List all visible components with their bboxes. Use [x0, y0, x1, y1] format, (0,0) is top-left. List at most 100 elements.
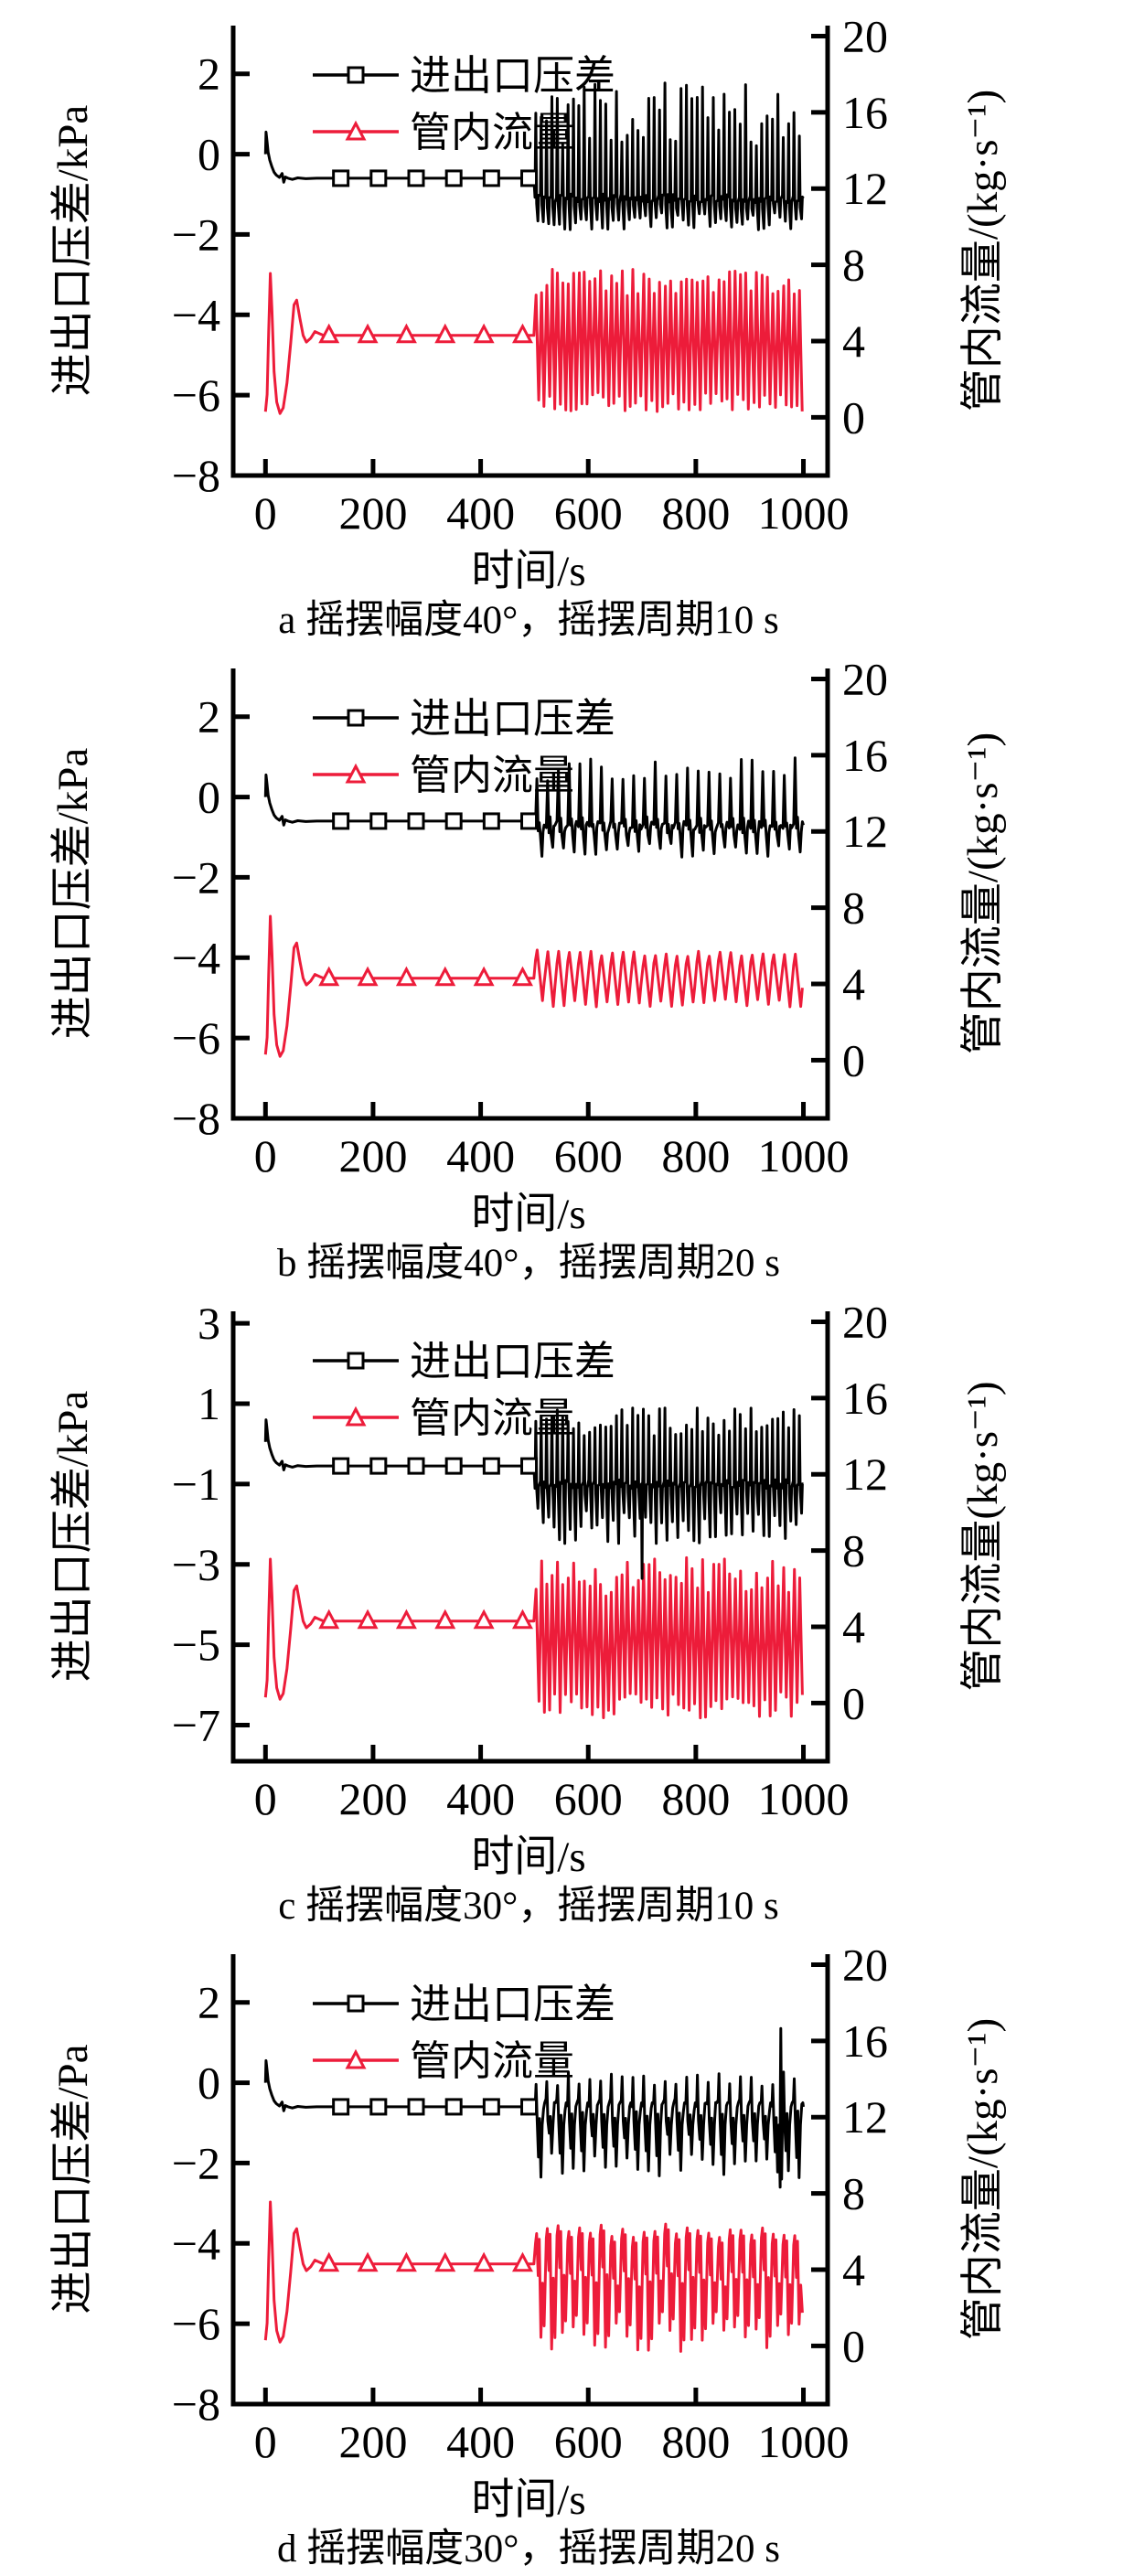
svg-text:1000: 1000 [758, 1130, 850, 1181]
svg-text:4: 4 [842, 1601, 865, 1652]
y-left-axis-label-b: 进出口压差/kPa [49, 748, 97, 1040]
legend-pressure-label-b: 进出口压差 [410, 696, 615, 742]
legend-flow-label-d: 管内流量 [410, 2038, 574, 2084]
svg-text:−8: −8 [172, 2378, 220, 2430]
x-axis-label-c: 时间/s [471, 1833, 585, 1881]
svg-text:12: 12 [842, 163, 888, 214]
svg-text:200: 200 [338, 1130, 407, 1181]
svg-text:0: 0 [842, 391, 865, 443]
subplot-b-caption: b 摇摆幅度40°，摇摆周期20 s [277, 1242, 780, 1285]
svg-text:−3: −3 [172, 1539, 220, 1590]
legend-pressure-label-d: 进出口压差 [410, 1982, 615, 2027]
svg-text:20: 20 [842, 10, 888, 61]
svg-text:−6: −6 [172, 1012, 220, 1064]
subplot-a-caption: a 摇摆幅度40°，摇摆周期10 s [278, 599, 779, 642]
svg-text:12: 12 [842, 2091, 888, 2143]
svg-text:0: 0 [254, 1773, 277, 1824]
series-c [263, 1406, 804, 1720]
svg-text:2: 2 [198, 48, 220, 100]
legend-flow-label-a: 管内流量 [410, 110, 574, 155]
svg-text:−4: −4 [172, 2218, 220, 2269]
svg-text:−2: −2 [172, 851, 220, 903]
svg-text:0: 0 [842, 1677, 865, 1728]
series-a [263, 81, 805, 415]
svg-text:16: 16 [842, 730, 888, 781]
svg-text:0: 0 [254, 1130, 277, 1181]
svg-text:200: 200 [338, 1773, 407, 1824]
series-b [263, 756, 805, 1058]
svg-text:20: 20 [842, 1939, 888, 1990]
svg-text:800: 800 [661, 1773, 730, 1824]
svg-text:0: 0 [842, 1034, 865, 1085]
svg-text:1000: 1000 [758, 1773, 850, 1824]
svg-text:600: 600 [554, 2416, 623, 2467]
svg-text:8: 8 [842, 2168, 865, 2219]
svg-text:−2: −2 [172, 2137, 220, 2188]
svg-text:3: 3 [198, 1298, 220, 1349]
subplot-a: 2 0 −2 −4 −6 −8 20 16 12 8 4 0 0 200 400 600 800 1000 进出口… [0, 0, 1123, 643]
svg-text:20: 20 [842, 1296, 888, 1347]
subplot-d-caption: d 摇摆幅度30°，摇摆周期20 s [277, 2528, 780, 2571]
svg-text:−6: −6 [172, 2298, 220, 2349]
svg-text:800: 800 [661, 1130, 730, 1181]
svg-text:600: 600 [554, 487, 623, 539]
series-d [263, 2026, 805, 2353]
subplot-c: 3 1 −1 −3 −5 −7 20 16 12 8 4 0 0 200 400 600 800 1000 进出口… [0, 1286, 1123, 1929]
svg-text:8: 8 [842, 1525, 865, 1577]
svg-text:400: 400 [446, 1130, 515, 1181]
y-right-axis-label-a: 管内流量/(kg·s⁻¹) [959, 90, 1007, 412]
y-left-axis-label-d: 进出口压差/Pa [49, 2044, 97, 2314]
svg-text:0: 0 [198, 772, 220, 823]
svg-text:600: 600 [554, 1773, 623, 1824]
svg-text:0: 0 [254, 487, 277, 539]
svg-text:1: 1 [198, 1378, 220, 1429]
legend-flow-label-c: 管内流量 [410, 1395, 574, 1441]
legend-c [313, 1352, 399, 1427]
svg-text:0: 0 [842, 2320, 865, 2371]
svg-text:200: 200 [338, 487, 407, 539]
svg-text:2: 2 [198, 1977, 220, 2028]
svg-text:0: 0 [254, 2416, 277, 2467]
legend-pressure-label-c: 进出口压差 [410, 1339, 615, 1384]
x-axis-label-b: 时间/s [471, 1191, 585, 1238]
svg-text:4: 4 [842, 2244, 865, 2295]
subplot-c-caption: c 摇摆幅度30°，摇摆周期10 s [278, 1885, 779, 1928]
legend-a [313, 66, 399, 141]
svg-text:800: 800 [661, 487, 730, 539]
svg-text:0: 0 [198, 2058, 220, 2109]
svg-text:400: 400 [446, 487, 515, 539]
svg-text:−6: −6 [172, 369, 220, 421]
svg-text:0: 0 [198, 129, 220, 180]
svg-text:20: 20 [842, 653, 888, 704]
svg-text:12: 12 [842, 1448, 888, 1500]
svg-text:400: 400 [446, 1773, 515, 1824]
svg-text:16: 16 [842, 1373, 888, 1424]
legend-b [313, 709, 399, 784]
y-left-axis-label-c: 进出口压差/kPa [49, 1391, 97, 1683]
svg-text:−1: −1 [172, 1459, 220, 1510]
legend-d [313, 1994, 399, 2069]
legend-pressure-label-a: 进出口压差 [410, 53, 615, 99]
svg-text:400: 400 [446, 2416, 515, 2467]
svg-text:1000: 1000 [758, 2416, 850, 2467]
svg-text:12: 12 [842, 806, 888, 857]
subplot-b: 2 0 −2 −4 −6 −8 20 16 12 8 4 0 0 200 400 600 800 1000 进出口… [0, 643, 1123, 1286]
svg-text:800: 800 [661, 2416, 730, 2467]
svg-text:8: 8 [842, 882, 865, 934]
svg-text:−4: −4 [172, 289, 220, 340]
svg-text:2: 2 [198, 691, 220, 743]
y-left-axis-label-a: 进出口压差/kPa [49, 105, 97, 397]
svg-text:−4: −4 [172, 932, 220, 983]
svg-text:−8: −8 [172, 1093, 220, 1144]
svg-text:1000: 1000 [758, 487, 850, 539]
subplot-d: 2 0 −2 −4 −6 −8 20 16 12 8 4 0 0 200 400 600 800 1000 进出口… [0, 1929, 1123, 2571]
svg-text:−7: −7 [172, 1699, 220, 1750]
svg-text:16: 16 [842, 2015, 888, 2067]
